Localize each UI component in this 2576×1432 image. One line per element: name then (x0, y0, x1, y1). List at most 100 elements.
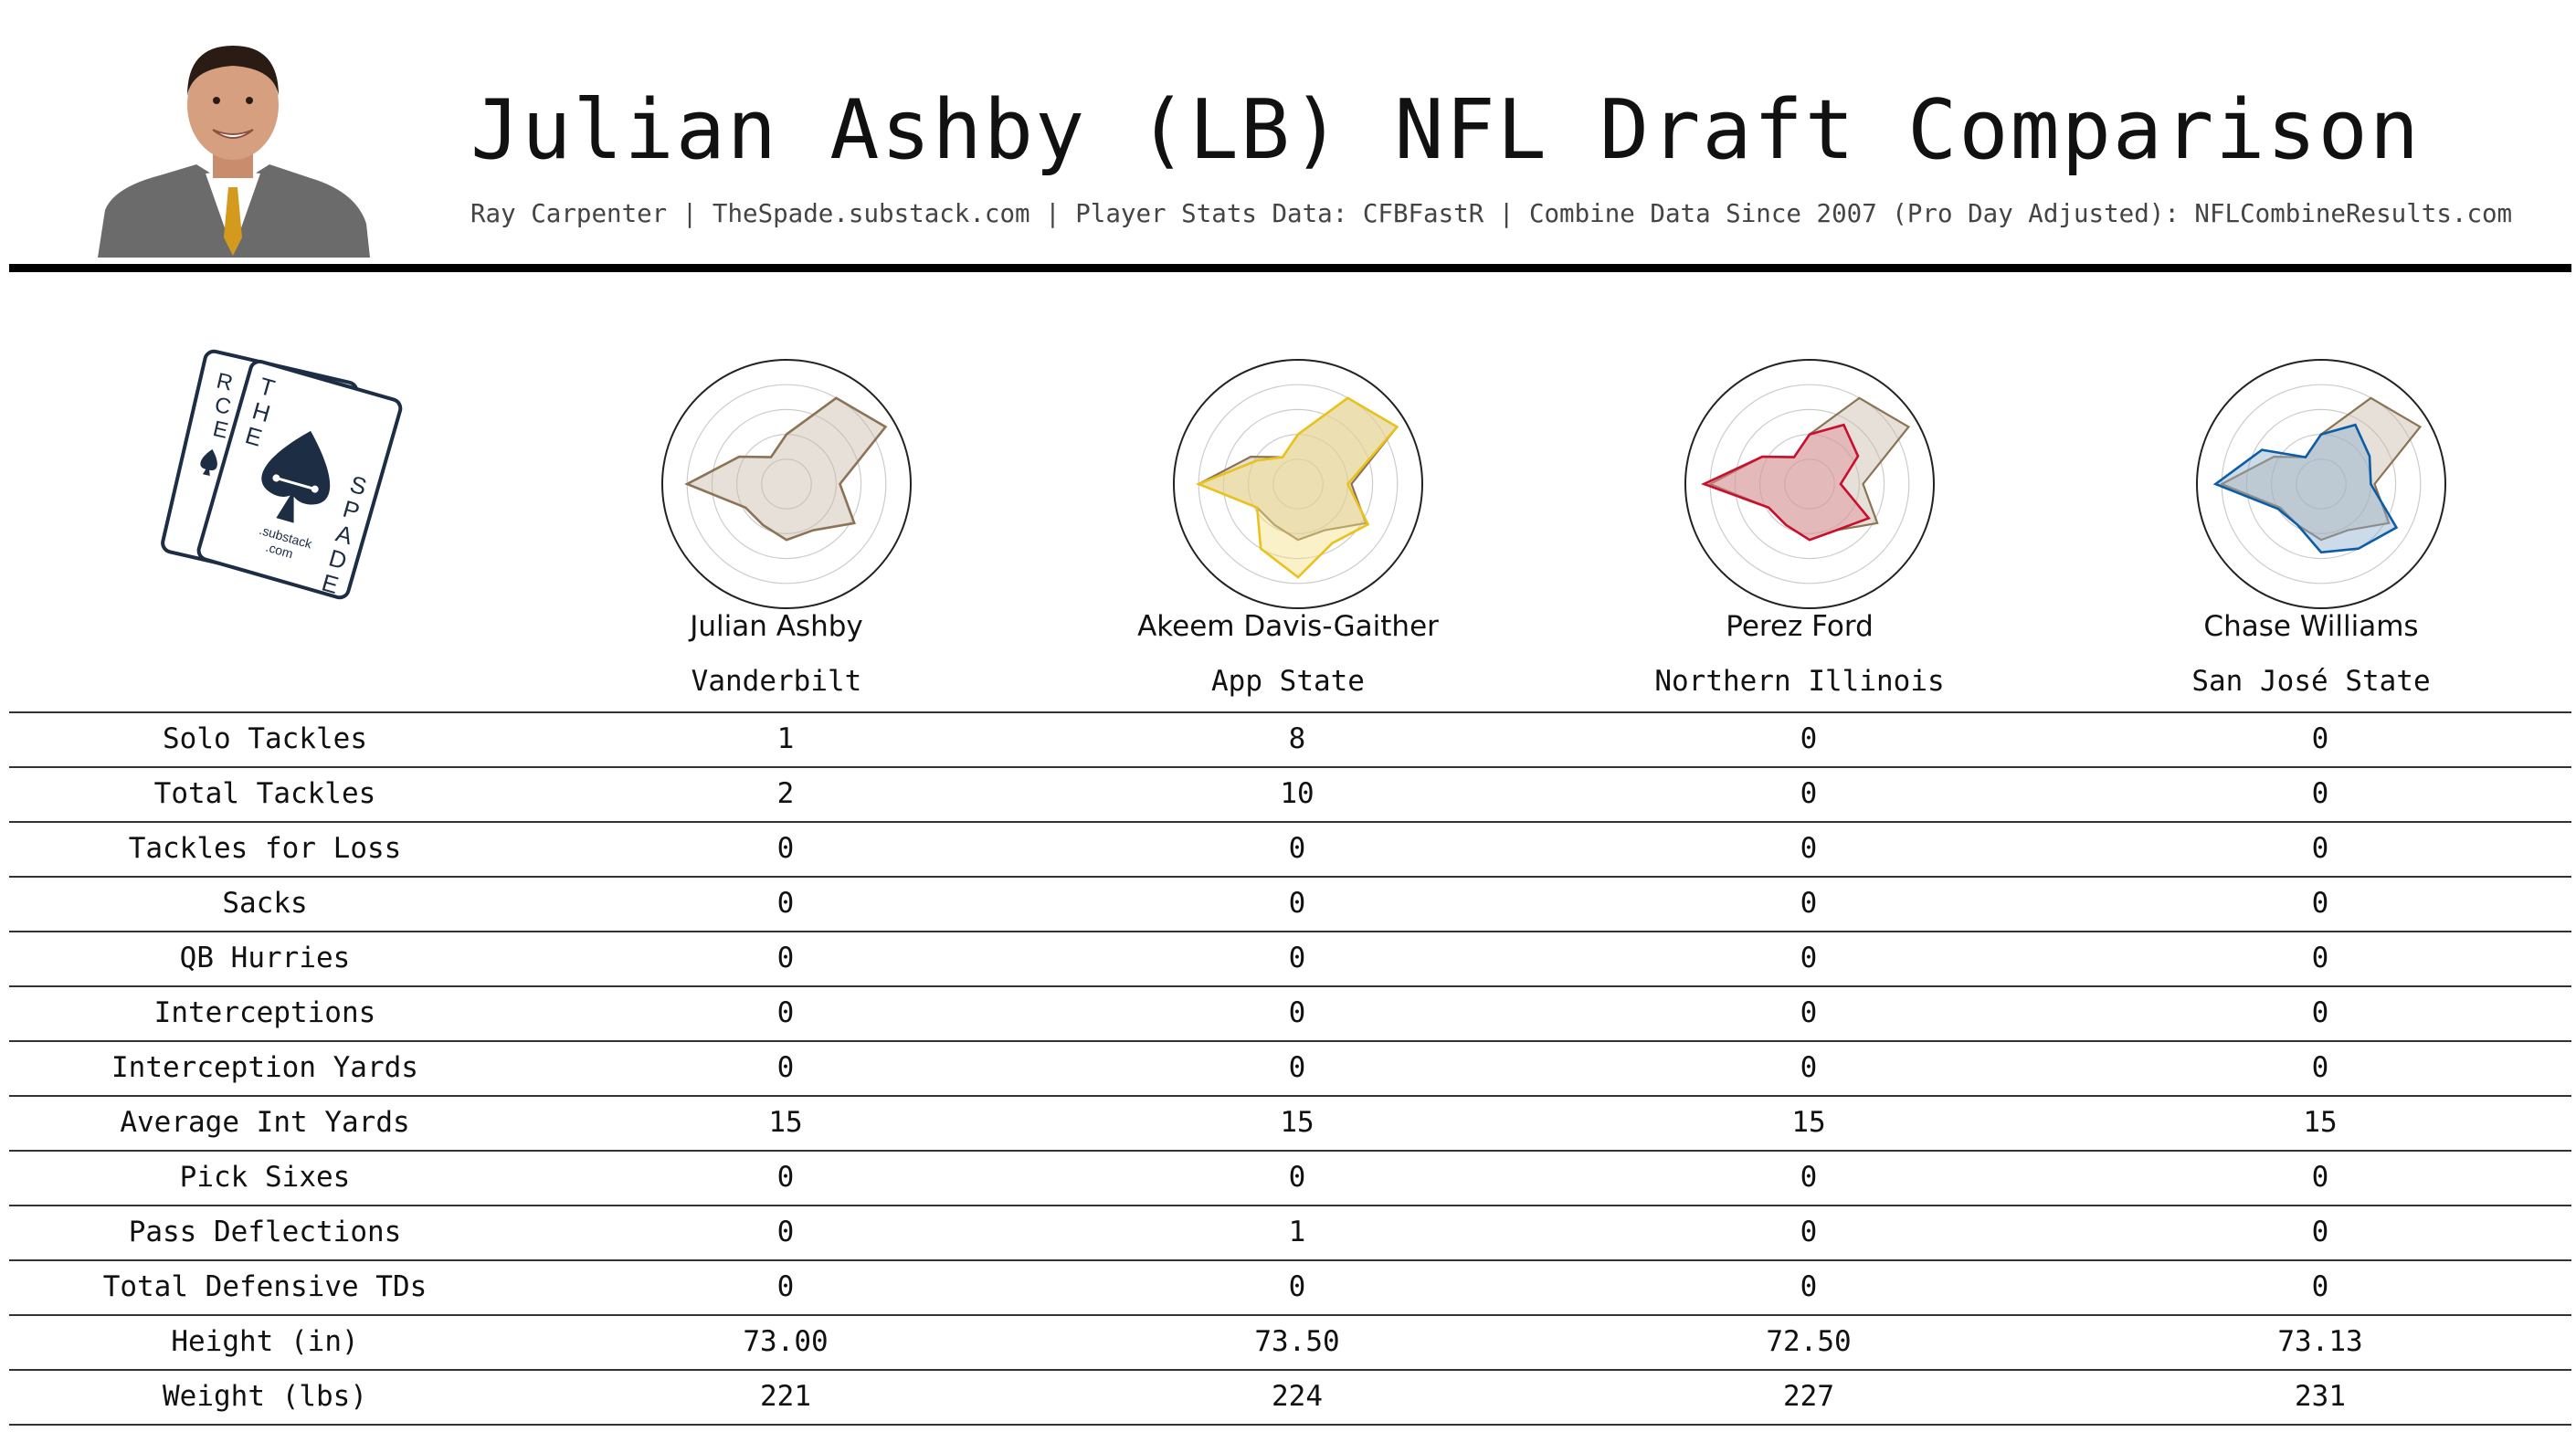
table-cell: 0 (1288, 1161, 1306, 1194)
table-cell: 0 (1288, 996, 1306, 1029)
radar-chart-akeem-davis-gaither (1173, 359, 1423, 609)
radar-player-series (1195, 396, 1399, 579)
table-row: Pass Deflections 0 1 0 0 (9, 1205, 2571, 1259)
player-name: Chase Williams (2203, 610, 2419, 643)
table-cell: 0 (776, 1161, 795, 1194)
table-cell: 0 (2311, 887, 2329, 920)
table-cell: 0 (2311, 722, 2329, 755)
table-row: Interception Yards 0 0 0 0 (9, 1040, 2571, 1095)
radar-chart-chase-williams (2196, 359, 2446, 609)
row-label: Average Int Yards (120, 1106, 410, 1139)
table-cell: 2 (776, 777, 795, 810)
row-label: Pass Deflections (128, 1216, 402, 1248)
row-label: Tackles for Loss (128, 832, 402, 865)
table-row: Tackles for Loss 0 0 0 0 (9, 821, 2571, 876)
row-label: Interceptions (153, 996, 376, 1029)
table-row: Total Tackles 2 10 0 0 (9, 766, 2571, 821)
table-cell: 0 (2311, 832, 2329, 865)
table-cell: 0 (1800, 777, 1818, 810)
radar-baseline-series (2219, 396, 2423, 542)
header-divider (9, 264, 2571, 272)
table-cell: 0 (2311, 1270, 2329, 1303)
table-cell: 72.50 (1766, 1325, 1852, 1358)
table-cell: 0 (1800, 832, 1818, 865)
table-cell: 73.50 (1254, 1325, 1340, 1358)
table-cell: 0 (1800, 722, 1818, 755)
table-cell: 0 (1800, 1051, 1818, 1084)
table-cell: 0 (776, 996, 795, 1029)
radar-grid-ring (1272, 458, 1324, 510)
logo-back-card-letter: C (212, 393, 233, 420)
table-cell: 0 (1800, 1161, 1818, 1194)
table-cell: 231 (2295, 1380, 2346, 1413)
headshot-suit (98, 164, 370, 258)
table-cell: 0 (2311, 777, 2329, 810)
table-row: Interceptions 0 0 0 0 (9, 985, 2571, 1040)
table-cell: 0 (1288, 832, 1306, 865)
logo-back-card-letter: E (211, 416, 231, 444)
row-label: Height (in) (171, 1325, 359, 1358)
radar-grid-ring (1784, 458, 1835, 510)
table-cell: 0 (776, 887, 795, 920)
row-label: Total Defensive TDs (102, 1270, 428, 1303)
table-cell: 0 (776, 1270, 795, 1303)
table-row: Weight (lbs) 221 224 227 231 (9, 1369, 2571, 1426)
table-row: Height (in) 73.00 73.50 72.50 73.13 (9, 1314, 2571, 1369)
table-cell: 10 (1280, 777, 1314, 810)
table-cell: 15 (768, 1106, 803, 1139)
table-cell: 0 (1288, 1051, 1306, 1084)
table-cell: 0 (1800, 1216, 1818, 1248)
table-cell: 15 (1791, 1106, 1826, 1139)
page-subtitle: Ray Carpenter | TheSpade.substack.com | … (470, 199, 2513, 228)
player-name: Perez Ford (1726, 610, 1874, 643)
radar-grid-ring (711, 408, 862, 560)
table-cell: 0 (2311, 1161, 2329, 1194)
player-school: Vanderbilt (691, 665, 862, 698)
player-school: Northern Illinois (1654, 665, 1945, 698)
table-cell: 0 (1800, 1270, 1818, 1303)
row-label: Pick Sixes (179, 1161, 351, 1194)
small-spade-icon (200, 448, 217, 477)
table-cell: 0 (2311, 942, 2329, 974)
page-title: Julian Ashby (LB) NFL Draft Comparison (470, 82, 2422, 178)
logo-back-card-letter: R (214, 368, 235, 395)
player-name: Akeem Davis-Gaither (1137, 610, 1439, 643)
radar-grid-ring (1222, 408, 1374, 560)
table-cell: 0 (1288, 887, 1306, 920)
table-row: QB Hurries 0 0 0 0 (9, 931, 2571, 985)
row-label: Sacks (222, 887, 308, 920)
table-cell: 73.13 (2277, 1325, 2363, 1358)
table-cell: 0 (776, 832, 795, 865)
radar-outer-ring (2196, 359, 2446, 609)
radar-grid-ring (2296, 458, 2347, 510)
the-spade-logo: R C E T H E S P A D E .substack .com (161, 349, 403, 600)
table-cell: 8 (1288, 722, 1306, 755)
table-cell: 0 (1800, 887, 1818, 920)
radar-player-series (1701, 423, 1871, 542)
table-cell: 1 (1288, 1216, 1306, 1248)
player-name: Julian Ashby (690, 610, 863, 643)
table-cell: 0 (1288, 1270, 1306, 1303)
table-cell: 0 (2311, 996, 2329, 1029)
spade-icon (261, 430, 331, 523)
table-row: Sacks 0 0 0 0 (9, 876, 2571, 931)
row-label: Solo Tackles (163, 722, 367, 755)
spade-dot (272, 474, 280, 482)
radar-chart-perez-ford (1684, 359, 1935, 609)
radar-player-series (2212, 423, 2399, 554)
row-label: Interception Yards (111, 1051, 418, 1084)
spade-dot (311, 485, 319, 493)
radar-outer-ring (1173, 359, 1423, 609)
table-cell: 15 (2303, 1106, 2338, 1139)
spade-line (275, 477, 316, 491)
table-cell: 0 (776, 1216, 795, 1248)
radar-chart-julian-ashby (661, 359, 912, 609)
player-school: App State (1211, 665, 1365, 698)
table-cell: 0 (1800, 942, 1818, 974)
row-label: Total Tackles (153, 777, 376, 810)
table-cell: 0 (776, 942, 795, 974)
player-school: San José State (2191, 665, 2431, 698)
radar-outer-ring (1684, 359, 1935, 609)
table-row: Solo Tackles 1 8 0 0 (9, 711, 2571, 766)
table-cell: 1 (776, 722, 795, 755)
